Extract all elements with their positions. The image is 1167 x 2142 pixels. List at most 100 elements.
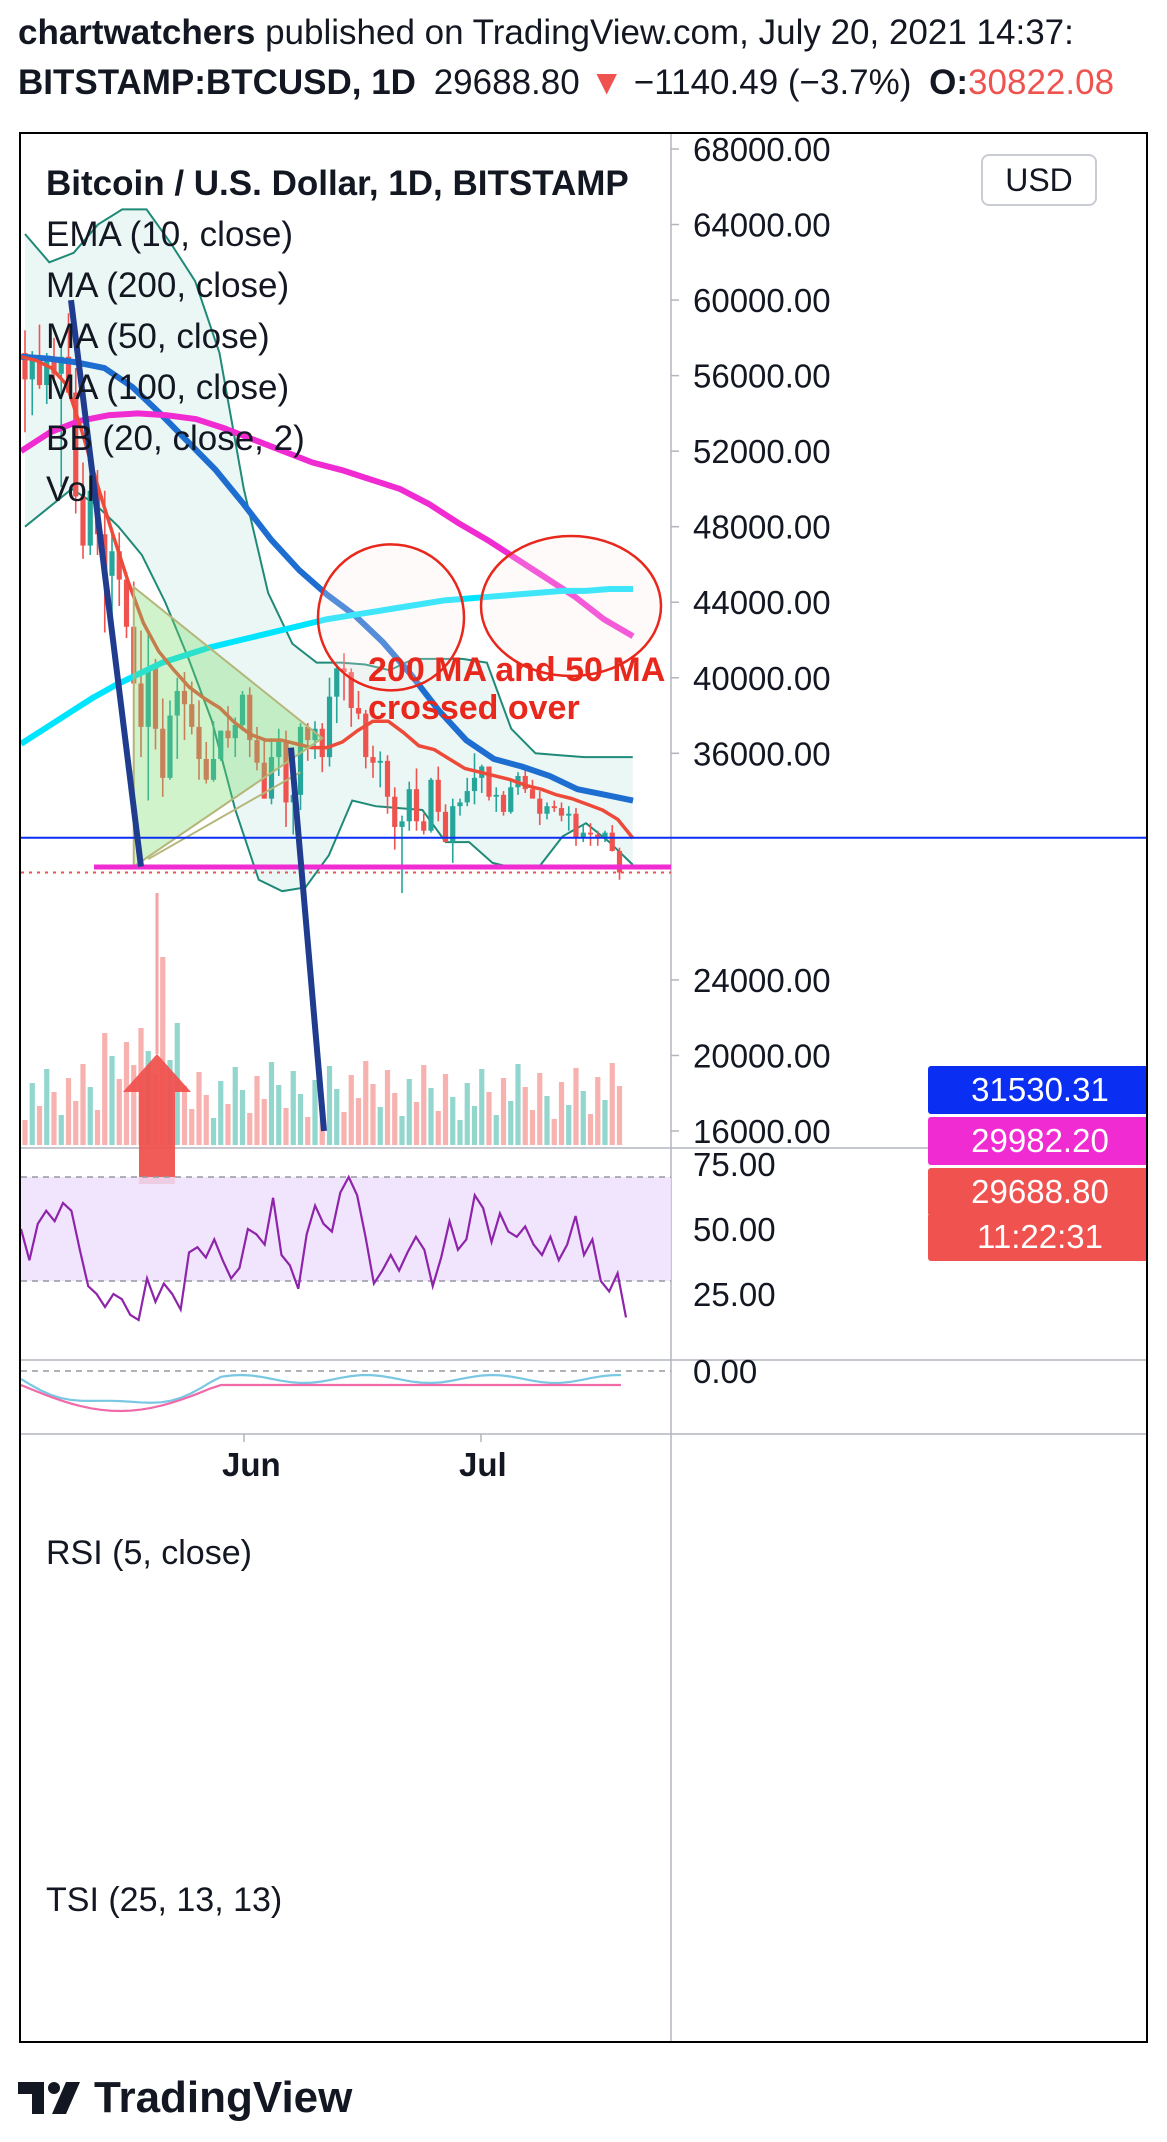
volume-bar [225, 1104, 231, 1145]
open-label: O: [929, 63, 969, 102]
price-axis-label: 40000.00 [693, 660, 831, 697]
candle-body [65, 356, 72, 393]
volume-bar [573, 1068, 579, 1145]
legend-bb[interactable]: BB (20, close, 2) [46, 419, 305, 458]
volume-bar [508, 1101, 514, 1145]
volume-bar [616, 1086, 623, 1145]
candle-body [421, 821, 427, 831]
legend-ma100[interactable]: MA (100, close) [46, 368, 290, 407]
candle-body [210, 758, 217, 780]
legend-volume[interactable]: Vol [46, 470, 95, 509]
brand-name[interactable]: TradingView [94, 2073, 353, 2122]
volume-bar [109, 1056, 115, 1145]
candle-body [363, 713, 369, 758]
symbol-name: BITSTAMP:BTCUSD, 1D [18, 63, 416, 102]
candle-body [232, 724, 238, 739]
legend-ema10[interactable]: EMA (10, close) [46, 215, 294, 254]
bb-upper-line [24, 208, 633, 759]
volume-bar [493, 1115, 499, 1145]
volume-bar [413, 1102, 420, 1145]
candle-body [305, 726, 311, 741]
price-change: −1140.49 (−3.7%) [633, 63, 912, 102]
volume-bar [51, 1092, 57, 1145]
volume-bar [450, 1097, 456, 1145]
volume-bar [102, 1033, 108, 1145]
price-axis-label: 20000.00 [693, 1037, 831, 1074]
candle-body [22, 352, 28, 380]
volume-bar [160, 957, 166, 1145]
rsi-label[interactable]: RSI (5, close) [46, 1534, 252, 1572]
volume-bar [334, 1089, 340, 1145]
candle-body [326, 696, 333, 758]
candle-body [457, 802, 463, 807]
candle-body [566, 813, 572, 816]
tsi-line [21, 1373, 622, 1404]
ma200-line [21, 586, 633, 747]
triangle-lower-edge [147, 771, 301, 860]
volume-bar [58, 1115, 64, 1145]
volume-bar [247, 1113, 253, 1145]
volume-bar [406, 1079, 412, 1145]
footer: TradingView [18, 2068, 352, 2128]
crossover-circle-1 [316, 543, 466, 692]
volume-bar [312, 1080, 318, 1145]
price-axis-label: 64000.00 [693, 207, 831, 244]
volume-bar [210, 1118, 217, 1145]
publish-text: published on TradingView.com, July 20, 2… [265, 13, 1074, 52]
annotation-line-2: crossed over [368, 689, 580, 727]
volume-bar [254, 1076, 260, 1145]
volume-bar [421, 1065, 427, 1145]
candle-body [109, 551, 115, 576]
candle-body [297, 726, 304, 795]
candle-body [116, 551, 122, 580]
candle-body [189, 704, 195, 727]
candle-body [486, 766, 492, 797]
candle-body [508, 787, 514, 812]
volume-bar [73, 1101, 79, 1145]
volume-bar [268, 1062, 275, 1145]
volume-bar [326, 1066, 333, 1145]
candle-body [254, 740, 260, 763]
currency-button[interactable]: USD [981, 154, 1097, 206]
legend-ma200[interactable]: MA (200, close) [46, 266, 290, 305]
candle-body [522, 775, 528, 790]
last-price: 29688.80 [433, 63, 580, 102]
candle-body [334, 668, 340, 697]
volume-bar [290, 1071, 296, 1145]
volume-bar [29, 1083, 35, 1145]
chart-frame[interactable]: 16000.00 20000.00 24000.00 36000.00 40000.00… [19, 132, 1148, 2043]
rsi-axis-label: 50.00 [693, 1211, 776, 1248]
rsi-axis-label: 25.00 [693, 1276, 776, 1313]
volume-bar [500, 1078, 507, 1145]
volume-bar [435, 1111, 441, 1145]
rsi-line [21, 1174, 628, 1322]
volume-bar [580, 1091, 586, 1145]
volume-bar [181, 1086, 188, 1145]
bb-fill [25, 209, 633, 892]
volume-bar [428, 1088, 434, 1145]
volume-bar [566, 1105, 572, 1145]
price-tag-last: 29688.80 [928, 1168, 1146, 1216]
tsi-axis-label: 0.00 [693, 1353, 757, 1390]
candle-body [616, 850, 623, 873]
author-name[interactable]: chartwatchers [18, 13, 256, 52]
time-axis-label: Jul [459, 1446, 507, 1483]
candle-body [247, 694, 253, 741]
tradingview-logo-icon[interactable] [18, 2078, 82, 2118]
candle-body [152, 668, 159, 729]
volume-bar [595, 1077, 601, 1145]
legend-ma50[interactable]: MA (50, close) [46, 317, 270, 356]
candle-body [203, 758, 209, 780]
candle-body [319, 728, 325, 758]
price-axis-label: 52000.00 [693, 433, 831, 470]
candle-body [312, 728, 318, 741]
price-axis-label: 24000.00 [693, 962, 831, 999]
tsi-label[interactable]: TSI (25, 13, 13) [46, 1881, 283, 1919]
ma100-line [21, 353, 634, 804]
chart-canvas[interactable]: 16000.00 20000.00 24000.00 36000.00 40000.00… [21, 134, 1146, 2041]
volume-bar [479, 1069, 485, 1145]
volume-bar [587, 1114, 594, 1145]
candle-body [442, 811, 449, 843]
volume-bar [283, 1108, 289, 1145]
candle-body [551, 806, 557, 809]
